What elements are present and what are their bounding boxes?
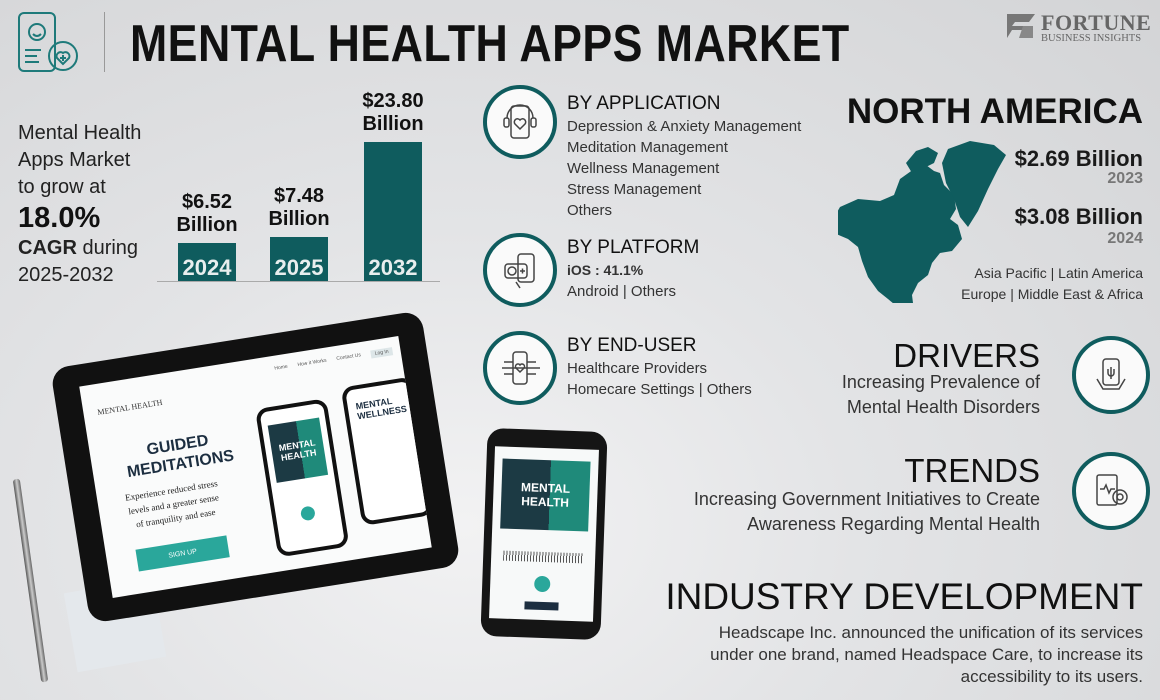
bar-unit: Billion (176, 213, 238, 236)
drivers-title: DRIVERS (893, 337, 1040, 374)
bar-value: $7.48 (273, 185, 325, 208)
region-value-2023: $2.69 Billion (1014, 146, 1143, 171)
bar-year-label: 2025 (274, 254, 324, 280)
summary-line: to grow at (18, 176, 106, 198)
segment-end-user: BY END-USER Healthcare Providers Homecar… (567, 334, 752, 400)
cagr-label: CAGR (18, 237, 77, 259)
segment-platform: BY PLATFORM iOS : 41.1% Android | Others (567, 236, 699, 302)
bar-value-label: $7.48 Billion (249, 185, 349, 231)
trends-text: Increasing Government Initiatives to Cre… (694, 487, 1040, 537)
segment-item: Meditation Management (567, 139, 728, 156)
tablet-card-title: MENTAL HEALTH (267, 417, 329, 483)
tablet-signup-button: SIGN UP (135, 535, 230, 572)
bar-year-label: 2024 (182, 254, 232, 280)
region-year-2023: 2023 (1107, 170, 1143, 187)
tablet-nav-login: Log In (370, 347, 394, 359)
region-title: NORTH AMERICA (846, 92, 1143, 131)
region-value-2024: $3.08 Billion (1014, 204, 1143, 229)
trends-line: Awareness Regarding Mental Health (747, 514, 1040, 534)
chart-baseline (157, 281, 440, 282)
fortune-logo-mark-icon (1007, 14, 1035, 38)
tablet-brand: MENTAL HEALTH (96, 397, 164, 417)
tablet-nav-contact: Contact Us (335, 352, 362, 362)
bar-value: $23.80 (362, 90, 424, 113)
industry-line: under one brand, named Headspace Care, t… (710, 645, 1143, 664)
fortune-logo: FORTUNE BUSINESS INSIGHTS (1005, 10, 1151, 44)
end-user-icon (483, 331, 557, 405)
summary-line: Apps Market (18, 149, 131, 171)
trends-icon (1072, 452, 1150, 530)
trends-line: Increasing Government Initiatives to Cre… (693, 489, 1040, 509)
platform-icon (483, 233, 557, 307)
phone-mockup: MENTAL HEALTH (480, 427, 608, 641)
industry-line: accessibility to its users. (960, 667, 1143, 686)
phone-card-title: MENTAL HEALTH (500, 458, 591, 532)
region-year-2024: 2024 (1107, 230, 1143, 247)
trends-title: TRENDS (904, 452, 1040, 489)
application-icon (483, 85, 557, 159)
audio-waveform (503, 550, 584, 564)
segment-title: BY PLATFORM (567, 237, 700, 258)
bar-2024: 2024 (178, 242, 236, 281)
logo-main-text: FORTUNE (1041, 10, 1152, 35)
pen (12, 478, 49, 683)
north-america-map (838, 141, 1006, 303)
drivers-line: Mental Health Disorders (846, 397, 1040, 417)
bar-unit: Billion (268, 208, 330, 231)
phone-screen: MENTAL HEALTH (489, 446, 599, 622)
segment-application: BY APPLICATION Depression & Anxiety Mana… (567, 92, 801, 221)
drivers-icon (1072, 336, 1150, 414)
segment-item: Android | Others (567, 283, 676, 300)
bar-2032: 2032 (364, 142, 422, 281)
segment-item: Wellness Management (567, 160, 720, 177)
summary-during: during (76, 237, 139, 259)
tablet-nav-how: How it Works (297, 357, 328, 369)
tablet-wellness-card: MENTAL WELLNESS (340, 376, 432, 526)
drivers-text: Increasing Prevalence of Mental Health D… (842, 370, 1040, 420)
tablet-screen: MENTAL HEALTH Home How it Works Contact Us… (79, 336, 432, 598)
ios-share: iOS : 41.1% (567, 262, 644, 278)
tablet-phone-card: MENTAL HEALTH (254, 398, 350, 558)
other-regions: Asia Pacific | Latin America (974, 265, 1143, 281)
bar-value-label: $6.52 Billion (157, 191, 257, 237)
market-summary: Mental Health Apps Market to grow at 18.… (18, 120, 141, 289)
segment-item: Others (567, 202, 613, 219)
industry-title: INDUSTRY DEVELOPMENT (665, 576, 1143, 617)
drivers-line: Increasing Prevalence of (841, 372, 1040, 392)
summary-line: Mental Health (18, 122, 142, 144)
bar-2025: 2025 (270, 237, 328, 281)
header-app-icon (18, 12, 82, 74)
page-title: MENTAL HEALTH APPS MARKET (130, 15, 850, 73)
cagr-value: 18.0% (18, 202, 101, 234)
segment-title: BY END-USER (567, 335, 697, 356)
header-divider (104, 12, 105, 72)
forecast-period: 2025-2032 (18, 264, 114, 286)
play-pause-icon (533, 575, 551, 593)
segment-item: Depression & Anxiety Management (567, 118, 802, 135)
tablet-mockup: MENTAL HEALTH Home How it Works Contact Us… (50, 310, 461, 624)
bar-year-label: 2032 (368, 254, 418, 280)
industry-line: Headscape Inc. announced the unification… (718, 623, 1143, 642)
bar-value-label: $23.80 Billion (343, 90, 443, 136)
tablet-nav-home: Home (274, 363, 289, 372)
bar-unit: Billion (362, 113, 424, 136)
industry-text: Headscape Inc. announced the unification… (710, 622, 1143, 688)
segment-item: Stress Management (567, 181, 702, 198)
bar-value: $6.52 (181, 190, 233, 213)
segment-item: Homecare Settings | Others (567, 381, 752, 398)
segment-item: Healthcare Providers (567, 360, 708, 377)
other-regions: Europe | Middle East & Africa (961, 286, 1143, 302)
segment-title: BY APPLICATION (567, 93, 721, 114)
logo-sub-text: BUSINESS INSIGHTS (1041, 33, 1142, 44)
